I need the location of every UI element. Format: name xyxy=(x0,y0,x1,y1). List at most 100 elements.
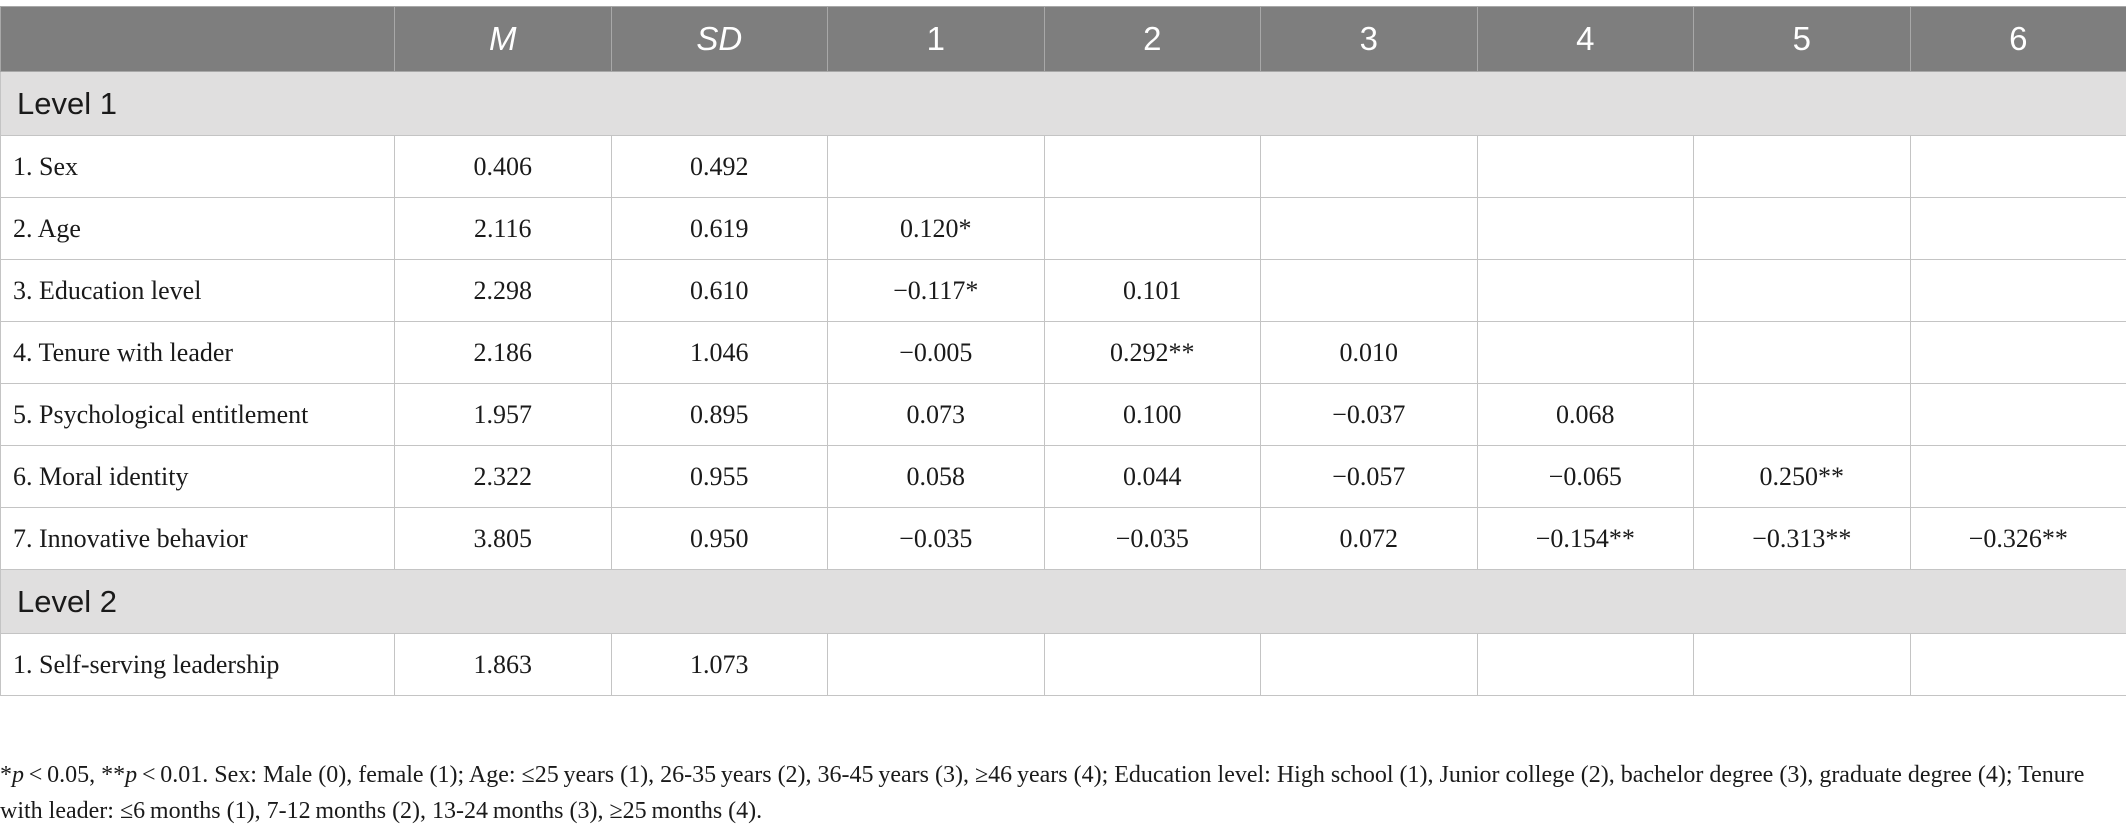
cell-r6 xyxy=(1909,259,2126,322)
cell-mean: 0.406 xyxy=(394,135,612,198)
cell-label: 1. Self-serving leadership xyxy=(0,633,395,696)
table-row: 3. Education level 2.298 0.610 −0.117* 0.101 xyxy=(0,259,2126,322)
cell-mean: 2.186 xyxy=(394,321,612,384)
cell-label: 2. Age xyxy=(0,197,395,260)
cell-sd: 0.955 xyxy=(610,445,828,508)
cell-mean: 3.805 xyxy=(394,507,612,570)
cell-r6 xyxy=(1909,135,2126,198)
cell-r2: 0.101 xyxy=(1043,259,1261,322)
table-row: 5. Psychological entitlement 1.957 0.895 0.… xyxy=(0,383,2126,446)
cell-r6 xyxy=(1909,633,2126,696)
cell-r3 xyxy=(1260,633,1478,696)
section-title: Level 1 xyxy=(0,71,2126,136)
header-row: M SD 1 2 3 4 5 6 xyxy=(0,6,2126,72)
cell-r2 xyxy=(1043,197,1261,260)
cell-mean: 2.116 xyxy=(394,197,612,260)
table-row: 6. Moral identity 2.322 0.955 0.058 0.044 −0.… xyxy=(0,445,2126,508)
cell-r6 xyxy=(1909,321,2126,384)
table-header: M SD 1 2 3 4 5 6 xyxy=(0,6,2126,72)
table-row: 1. Self-serving leadership 1.863 1.073 xyxy=(0,633,2126,696)
cell-r4: −0.065 xyxy=(1476,445,1694,508)
cell-r5 xyxy=(1693,633,1911,696)
cell-r5 xyxy=(1693,383,1911,446)
cell-r5: 0.250** xyxy=(1693,445,1911,508)
cell-r4 xyxy=(1476,259,1694,322)
cell-r5 xyxy=(1693,259,1911,322)
header-cell-3: 3 xyxy=(1260,6,1478,72)
cell-mean: 1.957 xyxy=(394,383,612,446)
table-row: 1. Sex 0.406 0.492 xyxy=(0,135,2126,198)
footnote-star: * xyxy=(0,762,12,788)
cell-r1: −0.117* xyxy=(827,259,1045,322)
cell-r6 xyxy=(1909,445,2126,508)
cell-sd: 0.619 xyxy=(610,197,828,260)
cell-sd: 1.073 xyxy=(610,633,828,696)
section-row: Level 1 xyxy=(0,71,2126,136)
header-cell-1: 1 xyxy=(827,6,1045,72)
cell-r1 xyxy=(827,633,1045,696)
cell-r1: 0.058 xyxy=(827,445,1045,508)
cell-r3 xyxy=(1260,197,1478,260)
header-cell-5: 5 xyxy=(1693,6,1911,72)
footnote-p-symbol: p xyxy=(12,762,24,788)
footnote-p-symbol: p xyxy=(125,762,138,788)
section-row: Level 2 xyxy=(0,569,2126,634)
header-cell-2: 2 xyxy=(1043,6,1261,72)
footnote-text-1: < 0.05, ** xyxy=(24,762,126,788)
cell-r5 xyxy=(1693,135,1911,198)
cell-r3 xyxy=(1260,135,1478,198)
cell-r6 xyxy=(1909,383,2126,446)
cell-r5: −0.313** xyxy=(1693,507,1911,570)
cell-r1 xyxy=(827,135,1045,198)
cell-r4: −0.154** xyxy=(1476,507,1694,570)
cell-r6 xyxy=(1909,197,2126,260)
cell-label: 5. Psychological entitlement xyxy=(0,383,395,446)
cell-r4 xyxy=(1476,135,1694,198)
table-row: 4. Tenure with leader 2.186 1.046 −0.005 0.2… xyxy=(0,321,2126,384)
cell-sd: 1.046 xyxy=(610,321,828,384)
cell-r6: −0.326** xyxy=(1909,507,2126,570)
cell-mean: 2.298 xyxy=(394,259,612,322)
header-cell-6: 6 xyxy=(1909,6,2126,72)
header-cell-mean: M xyxy=(394,6,612,72)
header-cell-4: 4 xyxy=(1476,6,1694,72)
cell-r2: −0.035 xyxy=(1043,507,1261,570)
cell-r3: −0.057 xyxy=(1260,445,1478,508)
cell-r4 xyxy=(1476,633,1694,696)
cell-mean: 1.863 xyxy=(394,633,612,696)
cell-r2: 0.292** xyxy=(1043,321,1261,384)
footnote-text-2: < 0.01. Sex: Male (0), female (1); Age: … xyxy=(0,762,2085,824)
correlation-table: M SD 1 2 3 4 5 6 Level 1 1. Sex 0.406 0.492… xyxy=(0,6,2126,696)
cell-label: 1. Sex xyxy=(0,135,395,198)
cell-label: 4. Tenure with leader xyxy=(0,321,395,384)
table-row: 2. Age 2.116 0.619 0.120* xyxy=(0,197,2126,260)
cell-sd: 0.895 xyxy=(610,383,828,446)
cell-r3: −0.037 xyxy=(1260,383,1478,446)
cell-r4 xyxy=(1476,321,1694,384)
cell-r5 xyxy=(1693,197,1911,260)
cell-r2 xyxy=(1043,135,1261,198)
table-footnote: *p < 0.05, **p < 0.01. Sex: Male (0), fe… xyxy=(0,757,2110,829)
cell-label: 6. Moral identity xyxy=(0,445,395,508)
cell-r1: −0.005 xyxy=(827,321,1045,384)
correlation-table-wrapper: M SD 1 2 3 4 5 6 Level 1 1. Sex 0.406 0.492… xyxy=(0,6,2126,696)
table-body: Level 1 1. Sex 0.406 0.492 2. Age 2.116 0.619 0… xyxy=(0,71,2126,696)
cell-r2: 0.100 xyxy=(1043,383,1261,446)
cell-r2: 0.044 xyxy=(1043,445,1261,508)
header-cell-sd: SD xyxy=(610,6,828,72)
cell-sd: 0.950 xyxy=(610,507,828,570)
cell-r3 xyxy=(1260,259,1478,322)
cell-r2 xyxy=(1043,633,1261,696)
cell-r1: −0.035 xyxy=(827,507,1045,570)
cell-label: 7. Innovative behavior xyxy=(0,507,395,570)
cell-sd: 0.492 xyxy=(610,135,828,198)
section-title: Level 2 xyxy=(0,569,2126,634)
cell-r1: 0.073 xyxy=(827,383,1045,446)
cell-mean: 2.322 xyxy=(394,445,612,508)
cell-r5 xyxy=(1693,321,1911,384)
cell-r1: 0.120* xyxy=(827,197,1045,260)
cell-label: 3. Education level xyxy=(0,259,395,322)
cell-r3: 0.010 xyxy=(1260,321,1478,384)
cell-r3: 0.072 xyxy=(1260,507,1478,570)
cell-r4: 0.068 xyxy=(1476,383,1694,446)
